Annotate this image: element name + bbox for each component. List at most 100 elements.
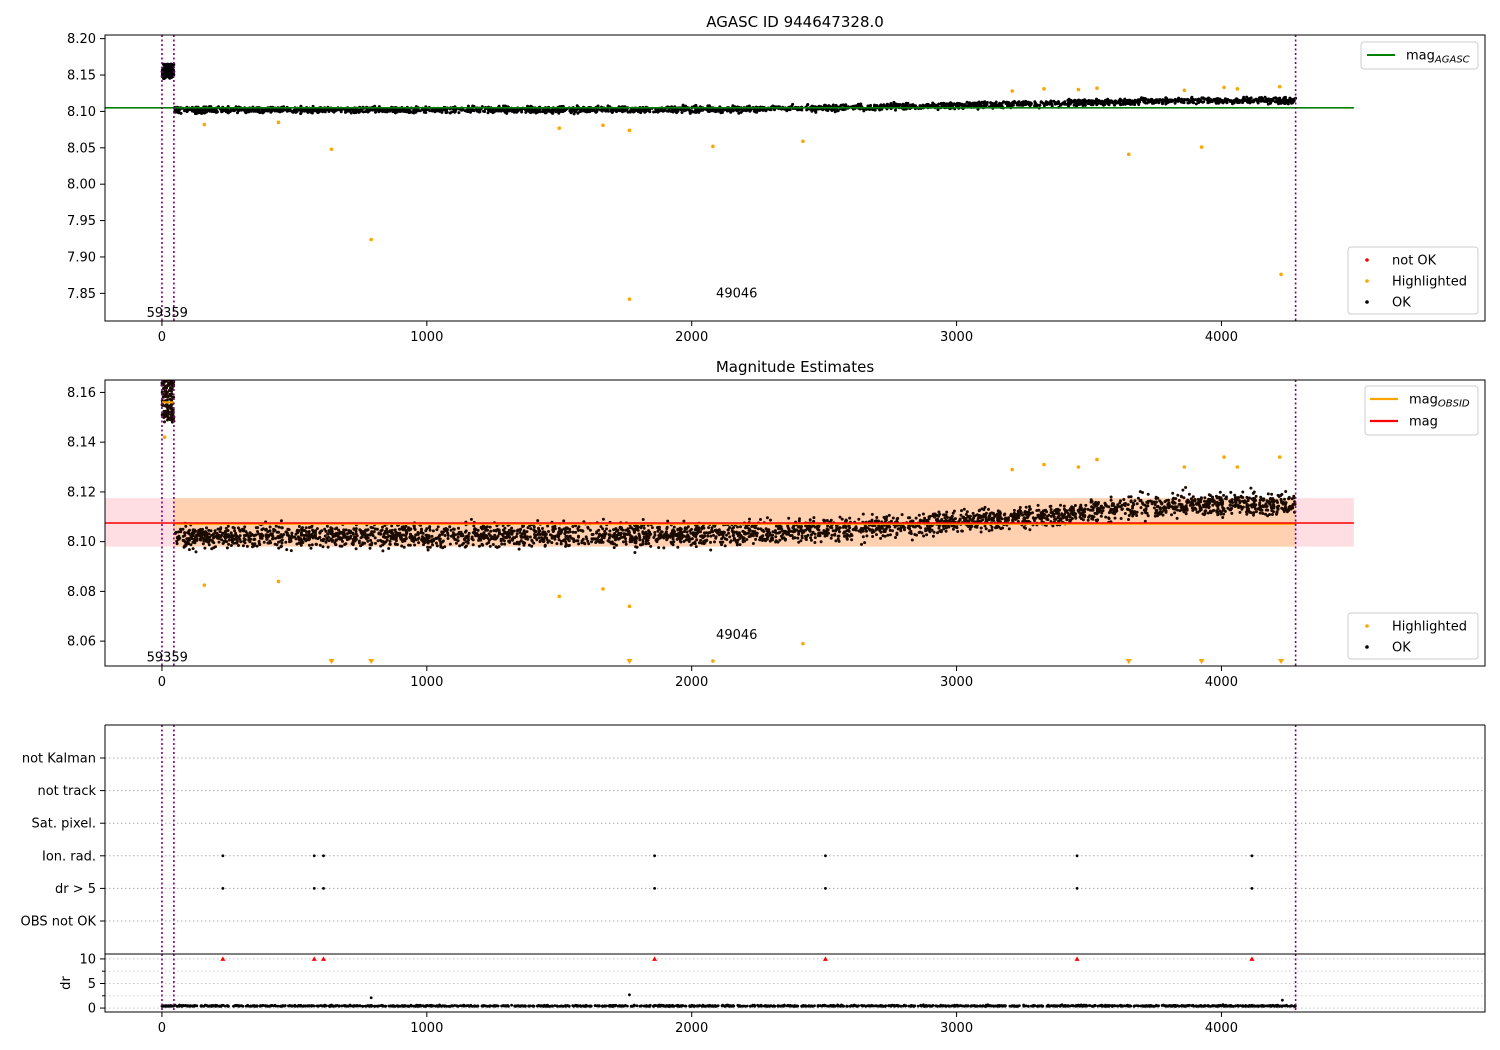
ok-point	[1222, 99, 1226, 103]
ok-point	[1052, 512, 1056, 516]
ok-point	[707, 108, 711, 112]
ok-point	[940, 102, 944, 106]
ok-point	[1037, 508, 1041, 512]
ok-point	[402, 545, 406, 549]
ok-point	[757, 108, 761, 112]
ok-point	[573, 110, 577, 114]
ok-point	[1270, 99, 1274, 103]
ok-point	[1188, 503, 1192, 507]
ok-point	[197, 111, 201, 115]
ok-point	[262, 540, 266, 544]
ok-point	[990, 528, 994, 532]
ok-point	[285, 548, 289, 552]
ok-point	[1288, 96, 1292, 100]
ok-point	[1178, 509, 1182, 513]
ok-point	[275, 543, 279, 547]
legend-point-label: not OK	[1392, 254, 1437, 269]
ok-point	[813, 536, 817, 540]
ok-point	[998, 510, 1002, 514]
ok-point	[217, 537, 221, 540]
highlighted-point	[1235, 87, 1240, 91]
ok-point	[1126, 102, 1130, 106]
ok-point	[1105, 99, 1109, 103]
ok-point	[1278, 100, 1281, 104]
ok-point	[769, 518, 772, 522]
ok-point	[879, 536, 883, 540]
ok-point	[1254, 510, 1258, 514]
ok-point	[413, 543, 417, 547]
ok-point	[574, 524, 578, 528]
ok-point	[1015, 103, 1019, 107]
ok-point	[933, 103, 937, 107]
ok-point	[1138, 490, 1142, 494]
ok-point	[170, 408, 174, 412]
ok-point	[899, 529, 903, 533]
legend-point-label: OK	[1392, 296, 1411, 311]
ok-point	[800, 108, 804, 112]
ok-point	[374, 110, 377, 114]
ok-point	[165, 418, 169, 422]
ok-point	[236, 111, 239, 115]
ok-point	[1184, 511, 1188, 515]
ok-point	[1077, 98, 1081, 102]
ok-point	[577, 542, 581, 546]
ok-point	[728, 526, 732, 529]
ok-point	[189, 108, 193, 112]
ok-point	[1107, 100, 1111, 104]
ok-point	[355, 534, 359, 538]
ok-point	[910, 538, 914, 542]
ok-point	[1127, 495, 1131, 499]
ok-point	[888, 533, 892, 537]
ok-point	[1175, 505, 1179, 509]
ok-point	[1175, 99, 1179, 103]
ok-point	[1162, 505, 1166, 509]
ok-point	[277, 525, 281, 529]
ok-point	[383, 110, 387, 114]
ok-point	[1010, 101, 1014, 105]
ok-point	[925, 533, 929, 537]
ok-point	[285, 109, 289, 113]
ok-point	[538, 107, 542, 111]
ok-point	[559, 539, 563, 543]
ok-point	[292, 109, 296, 113]
ok-point	[251, 108, 255, 112]
ok-point	[1011, 518, 1015, 522]
ok-point	[1245, 512, 1249, 516]
ok-point	[205, 526, 208, 530]
ok-point	[1233, 493, 1237, 497]
ok-point	[237, 544, 240, 547]
ok-point	[1073, 98, 1077, 102]
ok-point	[386, 530, 389, 533]
ok-point	[547, 530, 550, 533]
ok-point	[598, 532, 601, 536]
ok-point	[860, 542, 863, 546]
ok-point	[726, 528, 730, 532]
ok-point	[162, 77, 166, 81]
ok-point	[1199, 98, 1202, 102]
ok-point	[889, 102, 893, 106]
ok-point	[990, 525, 994, 529]
ok-point	[1096, 506, 1100, 510]
ok-point	[983, 100, 987, 104]
ok-point	[1110, 100, 1114, 104]
ok-point	[165, 402, 169, 406]
ok-point	[295, 109, 299, 113]
ok-point	[1245, 95, 1249, 99]
ok-point	[682, 540, 686, 543]
ok-point	[230, 108, 234, 111]
ok-point	[167, 76, 171, 79]
ok-point	[1048, 102, 1051, 106]
ok-point	[865, 107, 868, 111]
ok-point	[1254, 494, 1258, 498]
ok-point	[236, 526, 240, 530]
ok-point	[906, 516, 910, 520]
ok-point	[1197, 499, 1201, 503]
ok-point	[168, 375, 171, 378]
ok-point	[921, 103, 925, 107]
ok-point	[922, 534, 926, 538]
ok-point	[376, 108, 380, 112]
ok-point	[184, 524, 188, 528]
ok-point	[381, 110, 385, 114]
ok-point	[508, 109, 512, 113]
ok-point	[1133, 511, 1136, 515]
